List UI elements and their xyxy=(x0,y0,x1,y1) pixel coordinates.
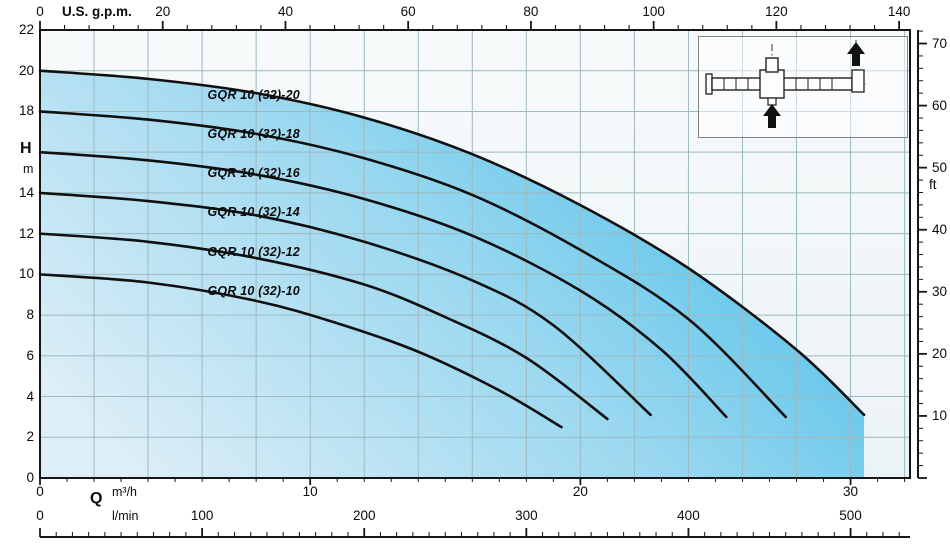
left-axis-unit-label: m xyxy=(23,162,34,176)
left-axis-symbol: H xyxy=(20,140,32,157)
bottom-axis-unit-lmin: l/min xyxy=(112,509,139,523)
top-axis-ticks xyxy=(39,21,901,30)
top-axis-unit-label: U.S. g.p.m. xyxy=(62,4,132,19)
curve-gqr-10-32-16 xyxy=(38,150,728,419)
flow-arrow-inlet-icon xyxy=(763,104,781,128)
right-axis-ruler xyxy=(917,30,927,479)
curve-gqr-10-32-18 xyxy=(38,110,788,419)
pump-body xyxy=(705,57,865,106)
bottom-axis-symbol: Q xyxy=(90,490,103,507)
plot-frame xyxy=(39,29,911,479)
grid-lines xyxy=(40,30,910,478)
pump-cross-section-inset xyxy=(698,36,908,138)
lmin-axis-ruler xyxy=(39,528,910,538)
bottom-axis-unit-m3h: m³/h xyxy=(112,485,137,499)
curve-gqr-10-32-20 xyxy=(38,69,866,417)
bottom-axis-ticks xyxy=(39,478,906,485)
flow-arrow-outlet-icon xyxy=(847,42,865,66)
right-axis-unit-label: ft xyxy=(929,177,937,192)
curve-gqr-10-32-12 xyxy=(38,232,609,421)
curve-gqr-10-32-10 xyxy=(38,273,563,429)
curve-gqr-10-32-14 xyxy=(38,191,652,417)
